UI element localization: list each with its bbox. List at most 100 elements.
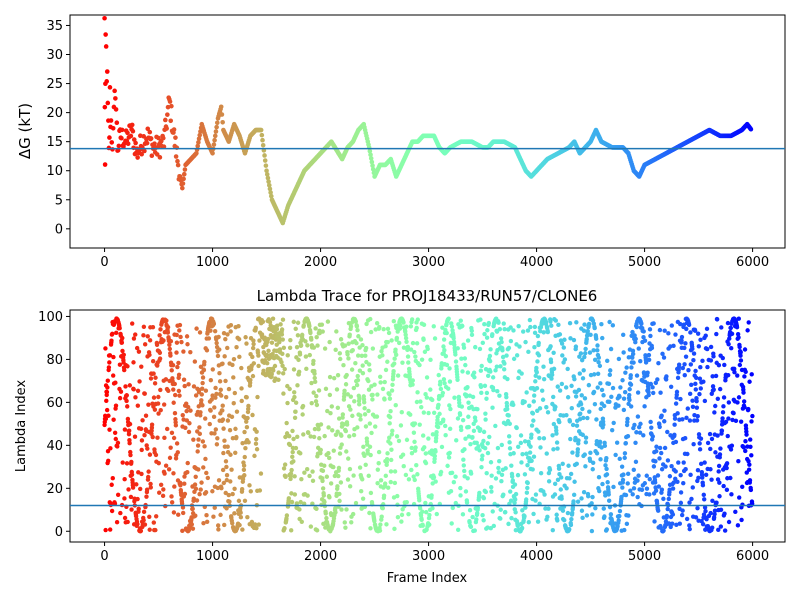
lambda-point xyxy=(641,334,646,340)
lambda-point xyxy=(636,473,641,478)
lambda-point xyxy=(725,372,731,378)
lambda-point xyxy=(325,408,330,414)
lambda-point xyxy=(683,341,688,346)
lambda-point xyxy=(345,392,350,397)
lambda-point xyxy=(604,472,610,477)
lambda-point xyxy=(301,323,306,328)
lambda-point xyxy=(520,329,526,334)
lambda-point xyxy=(441,417,446,422)
lambda-point xyxy=(605,358,610,364)
lambda-point xyxy=(478,368,484,373)
lambda-point xyxy=(455,377,460,383)
lambda-point xyxy=(669,463,674,469)
lambda-point xyxy=(221,480,227,486)
lambda-point xyxy=(713,450,718,455)
lambda-point xyxy=(451,336,456,341)
lambda-point xyxy=(698,365,703,370)
delta-g-point xyxy=(165,112,170,117)
lambda-point xyxy=(550,527,555,533)
lambda-point xyxy=(347,332,352,337)
lambda-point xyxy=(725,433,730,439)
lambda-point xyxy=(183,425,188,430)
lambda-point xyxy=(147,527,152,532)
lambda-point xyxy=(297,507,302,512)
lambda-point xyxy=(380,505,385,511)
lambda-point xyxy=(327,455,332,461)
lambda-point xyxy=(435,424,441,430)
lambda-point xyxy=(291,367,297,372)
lambda-point xyxy=(644,486,650,491)
lambda-point xyxy=(107,527,113,532)
lambda-point xyxy=(280,317,286,322)
lambda-point xyxy=(499,479,504,484)
lambda-point xyxy=(266,356,272,362)
lambda-point xyxy=(438,379,443,384)
lambda-point xyxy=(527,317,533,323)
lambda-point xyxy=(250,373,256,379)
lambda-point xyxy=(589,528,595,534)
lambda-point xyxy=(334,387,340,392)
lambda-point xyxy=(203,456,208,462)
lambda-point xyxy=(583,440,589,445)
lambda-point xyxy=(169,368,174,373)
lambda-point xyxy=(381,327,386,332)
lambda-point xyxy=(121,352,126,358)
lambda-point xyxy=(735,400,740,405)
lambda-point xyxy=(434,511,439,517)
y-tick-label: 0 xyxy=(55,222,63,237)
lambda-point xyxy=(600,335,605,341)
lambda-point xyxy=(652,519,657,524)
lambda-point xyxy=(633,336,638,342)
lambda-point xyxy=(123,384,128,389)
lambda-point xyxy=(653,488,659,493)
lambda-point xyxy=(746,406,751,412)
lambda-point xyxy=(283,474,288,479)
lambda-point xyxy=(470,394,476,400)
lambda-point xyxy=(367,444,373,449)
lambda-point xyxy=(353,500,359,506)
lambda-point xyxy=(362,453,367,459)
lambda-point xyxy=(431,475,437,480)
lambda-point xyxy=(155,401,161,406)
lambda-point xyxy=(666,521,672,526)
lambda-point xyxy=(398,323,403,328)
lambda-point xyxy=(292,415,298,420)
lambda-point xyxy=(230,362,235,368)
x-tick-label: 6000 xyxy=(736,549,769,564)
delta-g-point xyxy=(210,150,215,156)
lambda-point xyxy=(735,523,741,528)
lambda-point xyxy=(697,447,703,452)
lambda-point xyxy=(468,471,474,476)
lambda-point xyxy=(409,317,415,322)
lambda-point xyxy=(634,324,640,330)
lambda-point xyxy=(718,507,724,512)
lambda-point xyxy=(158,327,163,332)
lambda-point xyxy=(708,446,713,452)
lambda-point xyxy=(493,368,498,373)
lambda-point xyxy=(485,373,491,379)
lambda-point xyxy=(718,446,723,451)
lambda-point xyxy=(393,352,399,357)
delta-g-point xyxy=(259,132,265,138)
lambda-point xyxy=(376,461,381,466)
lambda-point xyxy=(608,368,613,373)
lambda-point xyxy=(202,444,207,449)
lambda-point xyxy=(737,344,742,350)
lambda-point xyxy=(489,484,494,490)
lambda-point xyxy=(559,381,565,387)
lambda-point xyxy=(560,461,565,467)
lambda-point xyxy=(393,347,398,352)
lambda-point xyxy=(130,485,136,490)
lambda-point xyxy=(250,354,255,360)
lambda-point xyxy=(502,326,507,332)
lambda-point xyxy=(565,395,571,400)
lambda-point xyxy=(704,516,709,522)
lambda-point xyxy=(678,490,684,495)
lambda-point xyxy=(481,429,487,435)
lambda-point xyxy=(272,363,278,369)
lambda-point xyxy=(570,450,575,455)
lambda-point xyxy=(197,330,203,335)
lambda-point xyxy=(250,345,256,351)
lambda-point xyxy=(113,403,119,408)
lambda-point xyxy=(286,496,292,501)
